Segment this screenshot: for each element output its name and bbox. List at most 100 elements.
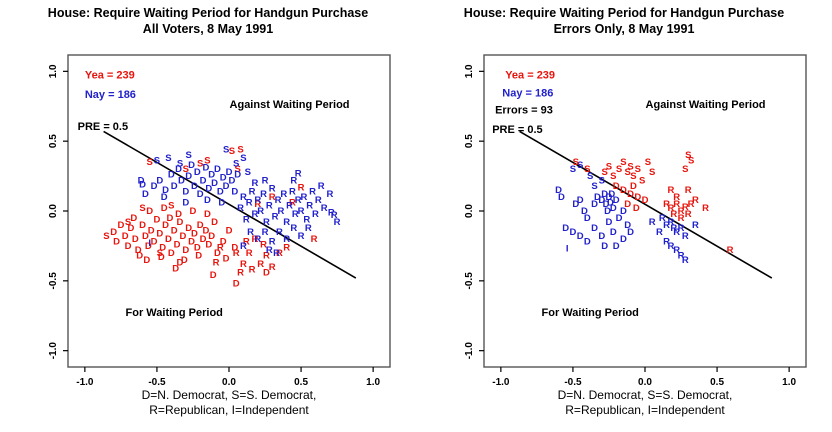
- y-axis-tick-label: 1.0: [48, 64, 59, 78]
- scatter-point: R: [670, 223, 677, 234]
- scatter-point: S: [685, 150, 691, 161]
- scatter-point: I: [566, 244, 569, 255]
- scatter-point: R: [668, 217, 675, 228]
- scatter-point: S: [185, 150, 191, 161]
- scatter-point: R: [692, 195, 699, 206]
- scatter-point: S: [197, 159, 203, 170]
- scatter-point: R: [280, 189, 287, 200]
- scatter-point: D: [613, 241, 620, 252]
- scatter-point: D: [562, 223, 569, 234]
- scatter-point: D: [171, 181, 178, 192]
- scatter-point: I: [148, 238, 151, 249]
- y-axis-tick-label: -1.0: [48, 342, 59, 360]
- scatter-point: D: [223, 181, 230, 192]
- scatter-point: D: [146, 206, 153, 217]
- scatter-point: R: [286, 200, 293, 211]
- scatter-point: S: [125, 217, 131, 228]
- legend-entry: Nay = 186: [502, 88, 553, 100]
- scatter-point: D: [228, 175, 235, 186]
- scatter-point: R: [257, 206, 264, 217]
- scatter-point: D: [591, 223, 598, 234]
- legend-entry: Yea = 239: [505, 70, 555, 82]
- scatter-point: S: [157, 248, 163, 259]
- scatter-point: D: [220, 172, 227, 183]
- scatter-point: D: [627, 189, 634, 200]
- scatter-point: D: [194, 242, 201, 253]
- scatter-point: S: [630, 171, 636, 182]
- scatter-point: D: [620, 185, 627, 196]
- scatter-point: D: [151, 181, 158, 192]
- panel-all-voters: House: Require Waiting Period for Handgu…: [48, 6, 391, 417]
- scatter-point: R: [276, 248, 283, 259]
- scatter-point: R: [311, 234, 318, 245]
- x-axis-tick-label: -1.0: [492, 377, 510, 388]
- scatter-point: R: [678, 251, 685, 262]
- scatter-point: D: [135, 245, 142, 256]
- scatter-point: S: [601, 167, 607, 178]
- scatter-point: R: [269, 192, 276, 203]
- scatter-point: S: [168, 200, 174, 211]
- scatter-point: D: [182, 186, 189, 197]
- scatter-point: R: [247, 227, 254, 238]
- scatter-point: S: [606, 161, 612, 172]
- scatter-point: D: [177, 258, 184, 269]
- scatter-point: D: [143, 255, 150, 266]
- scatter-point: R: [673, 227, 680, 238]
- scatter-point: S: [573, 157, 579, 168]
- scatter-point: R: [263, 251, 270, 262]
- scatter-point: D: [616, 213, 623, 224]
- scatter-point: R: [217, 242, 224, 253]
- x-axis-tick-label: 1.0: [782, 377, 796, 388]
- scatter-point: D: [197, 189, 204, 200]
- scatter-point: D: [195, 251, 202, 262]
- scatter-point: R: [678, 223, 685, 234]
- scatter-point: R: [663, 220, 670, 231]
- scatter-point: R: [233, 248, 240, 259]
- scatter-point: S: [103, 231, 109, 242]
- x-axis-tick-label: 0.5: [294, 377, 308, 388]
- y-axis-tick-label: 0.0: [464, 204, 475, 218]
- scatter-point: R: [240, 192, 247, 203]
- scatter-point: S: [584, 164, 590, 175]
- scatter-point: R: [295, 195, 302, 206]
- scatter-point: D: [190, 206, 197, 217]
- scatter-point: D: [174, 240, 181, 251]
- scatter-point: D: [226, 226, 233, 237]
- scatter-point: D: [569, 227, 576, 238]
- scatter-point: D: [558, 192, 565, 203]
- scatter-point: D: [113, 237, 120, 248]
- scatter-point: D: [208, 231, 215, 242]
- scatter-point: R: [334, 217, 341, 228]
- scatter-point: S: [245, 167, 251, 178]
- scatter-point: D: [162, 220, 169, 231]
- scatter-point: R: [685, 185, 692, 196]
- y-axis-tick-label: -0.5: [464, 272, 475, 290]
- scatter-point: R: [249, 265, 256, 276]
- legend-entry: PRE = 0.5: [78, 121, 128, 133]
- scatter-point: R: [290, 175, 297, 186]
- scatter-point: R: [290, 223, 297, 234]
- scatter-point: D: [117, 220, 124, 231]
- scatter-point: R: [254, 234, 261, 245]
- x-axis-caption-line2: R=Republican, I=Independent: [149, 403, 309, 417]
- scatter-point: R: [243, 237, 250, 248]
- scatter-point: D: [194, 167, 201, 178]
- scatter-point: D: [211, 178, 218, 189]
- legend-entry: PRE = 0.5: [492, 124, 542, 136]
- scatter-point: D: [188, 160, 195, 171]
- scatter-point: D: [165, 234, 172, 245]
- scatter-point: R: [312, 209, 319, 220]
- scatter-point: D: [218, 198, 225, 209]
- scatter-point: D: [627, 227, 634, 238]
- scatter-point: R: [272, 212, 279, 223]
- scatter-point: S: [577, 160, 583, 171]
- scatter-point: R: [673, 245, 680, 256]
- scatter-point: R: [260, 240, 267, 251]
- x-axis-caption-line1: D=N. Democrat, S=S. Democrat,: [558, 388, 733, 402]
- scatter-point: R: [309, 186, 316, 197]
- scatter-point: R: [702, 203, 709, 214]
- scatter-point: R: [266, 200, 273, 211]
- scatter-point: D: [581, 206, 588, 217]
- scatter-point: R: [283, 242, 290, 253]
- scatter-point: R: [298, 182, 305, 193]
